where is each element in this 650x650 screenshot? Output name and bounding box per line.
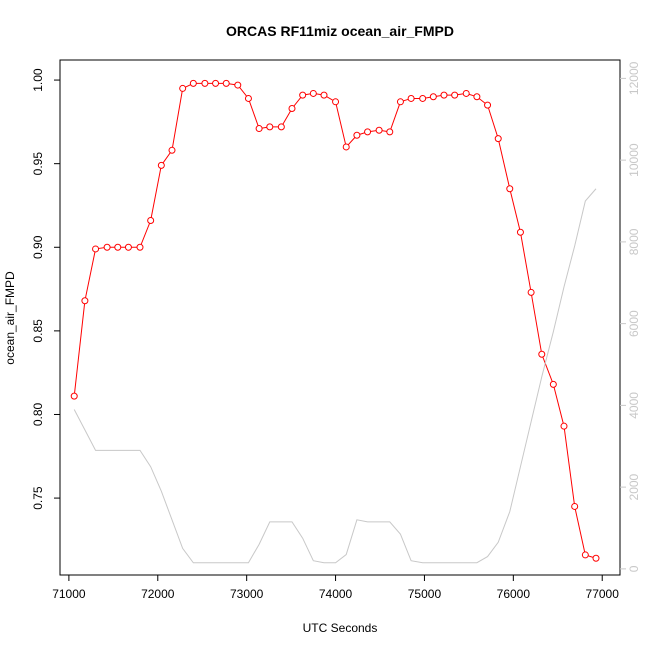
series-left-line <box>73 82 597 559</box>
series-left-point <box>353 131 361 139</box>
series-left-point <box>560 422 568 430</box>
y-axis-label: ocean_air_FMPD <box>3 271 17 365</box>
series-left-point <box>429 93 437 101</box>
x-tick-label: 71000 <box>52 587 86 601</box>
plot-frame <box>59 59 621 576</box>
series-left-point <box>386 128 394 136</box>
series-left-point <box>419 94 427 102</box>
y2-tick-label: 6000 <box>627 310 641 337</box>
y-tick-label: 0.85 <box>31 319 45 343</box>
x-axis: 71000 72000 73000 74000 75000 76000 77000 <box>52 575 619 601</box>
series-left-point <box>506 185 514 193</box>
y2-tick-label: 12000 <box>627 61 641 95</box>
series-left-point <box>277 123 285 131</box>
series-left-point <box>571 502 579 510</box>
series-layer <box>70 79 600 564</box>
y-tick-label: 0.80 <box>31 402 45 426</box>
series-left-point <box>92 245 100 253</box>
series-left-point <box>364 128 372 136</box>
series-left-point <box>266 123 274 131</box>
series-left-point <box>147 217 155 225</box>
series-left-point <box>332 98 340 106</box>
x-tick-label: 73000 <box>230 587 264 601</box>
series-left-point <box>179 84 187 92</box>
series-left-point <box>538 350 546 358</box>
series-left-point <box>189 79 197 87</box>
x-tick-label: 72000 <box>141 587 175 601</box>
series-left-point <box>440 91 448 99</box>
series-left-point <box>484 101 492 109</box>
y-tick-label: 0.75 <box>31 486 45 510</box>
series-left-point <box>81 297 89 305</box>
series-left-point <box>527 288 535 296</box>
series-left-point <box>103 243 111 251</box>
series-left-point <box>234 81 242 89</box>
x-tick-label: 74000 <box>319 587 353 601</box>
series-left-point <box>309 89 317 97</box>
y-axis-left: 0.75 0.80 0.85 0.90 0.95 1.00 <box>31 68 60 510</box>
series-left-point <box>168 146 176 154</box>
series-left-point <box>462 89 470 97</box>
y2-tick-label: 0 <box>627 565 641 572</box>
series-left-point <box>244 94 252 102</box>
series-left-point <box>581 551 589 559</box>
y2-tick-label: 10000 <box>627 143 641 177</box>
chart-title: ORCAS RF11miz ocean_air_FMPD <box>226 23 454 39</box>
series-left-point <box>136 243 144 251</box>
y-tick-label: 0.95 <box>31 152 45 176</box>
series-left-point <box>320 91 328 99</box>
series-left-point <box>494 135 502 143</box>
series-left-point <box>114 243 122 251</box>
series-left-point <box>396 98 404 106</box>
series-left-point <box>157 161 165 169</box>
series-left-point <box>549 380 557 388</box>
series-left-point <box>592 554 600 562</box>
y-axis-right: 0 2000 4000 6000 8000 10000 12000 <box>620 61 641 572</box>
series-left-point <box>70 392 78 400</box>
series-left-point <box>255 125 263 133</box>
x-tick-label: 77000 <box>586 587 620 601</box>
x-tick-label: 75000 <box>408 587 442 601</box>
series-left-point <box>124 243 132 251</box>
series-left-point <box>516 228 524 236</box>
series-left-point <box>451 91 459 99</box>
series-left-point <box>299 91 307 99</box>
y-tick-label: 0.90 <box>31 235 45 259</box>
series-left-point <box>375 126 383 134</box>
series-left-point <box>222 79 230 87</box>
series-left-point <box>407 94 415 102</box>
series-left-point <box>473 93 481 101</box>
series-left-point <box>288 104 296 112</box>
x-tick-label: 76000 <box>497 587 531 601</box>
series-right-line <box>73 188 597 564</box>
series-left-point <box>201 79 209 87</box>
x-axis-label: UTC Seconds <box>303 621 378 635</box>
series-left-point <box>342 143 350 151</box>
series-left-point <box>212 79 220 87</box>
y2-tick-label: 2000 <box>627 473 641 500</box>
y-tick-label: 1.00 <box>31 68 45 92</box>
y2-tick-label: 8000 <box>627 228 641 255</box>
y2-tick-label: 4000 <box>627 392 641 419</box>
